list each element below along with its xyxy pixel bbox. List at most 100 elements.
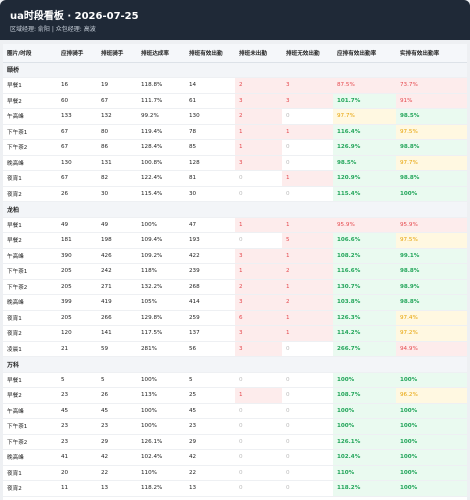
table-container: 圈片/时段 应排骑手 排班骑手 排班达成率 排班有效出勤 排班未出勤 排班无效出勤 应排有效出… — [3, 44, 467, 500]
cell: 205 — [57, 263, 97, 280]
cell: 下午茶1 — [3, 124, 57, 140]
cell: 119.4% — [137, 124, 185, 140]
cell: 0 — [235, 232, 282, 249]
data-row: 夜宵2 11 13 118.2% 13 0 0 118.2% 100% — [3, 480, 467, 497]
cell: 42 — [97, 449, 137, 466]
data-row: 早餐2 60 67 111.7% 61 3 3 101.7% 91% — [3, 93, 467, 109]
cell: 181 — [57, 232, 97, 249]
group-name: 颐桥 — [3, 62, 467, 78]
cell: 0 — [282, 341, 333, 357]
cell: 1 — [282, 124, 333, 140]
cell: 3 — [235, 155, 282, 171]
cell: 56 — [185, 341, 235, 357]
data-row: 下午茶2 205 271 132.2% 268 2 1 130.7% 98.9% — [3, 279, 467, 295]
cell: 99.2% — [137, 108, 185, 125]
cell: 126.1% — [137, 434, 185, 450]
column-header: 排班无效出勤 — [282, 44, 333, 63]
cell: 80 — [97, 124, 137, 140]
cell: 14 — [185, 77, 235, 94]
data-row: 下午茶2 23 29 126.1% 29 0 0 126.1% 100% — [3, 434, 467, 450]
cell: 100% — [396, 434, 467, 450]
data-row: 早餐1 5 5 100% 5 0 0 100% 100% — [3, 372, 467, 388]
cell: 45 — [57, 403, 97, 419]
cell: 91% — [396, 93, 467, 109]
cell: 5 — [185, 372, 235, 388]
cell: 0 — [235, 480, 282, 497]
cell: 早餐2 — [3, 387, 57, 404]
cell: 120.9% — [333, 170, 396, 187]
cell: 242 — [97, 263, 137, 280]
cell: 3 — [235, 248, 282, 264]
cell: 47 — [185, 217, 235, 233]
cell: 100% — [396, 186, 467, 202]
cell: 0 — [235, 434, 282, 450]
cell: 95.9% — [396, 217, 467, 233]
cell: 1 — [235, 387, 282, 404]
cell: 98.5% — [333, 155, 396, 171]
cell: 0 — [282, 465, 333, 481]
cell: 20 — [57, 465, 97, 481]
cell: 30 — [185, 186, 235, 202]
cell: 87.5% — [333, 77, 396, 94]
cell: 67 — [97, 93, 137, 109]
cell: 266 — [97, 310, 137, 326]
cell: 26 — [57, 186, 97, 202]
cell: 13 — [97, 480, 137, 497]
data-row: 凌晨1 21 59 281% 56 3 0 266.7% 94.9% — [3, 341, 467, 357]
cell: 2 — [282, 294, 333, 311]
cell: 239 — [185, 263, 235, 280]
cell: 97.5% — [396, 124, 467, 140]
data-row: 夜宵2 120 141 117.5% 137 3 1 114.2% 97.2% — [3, 325, 467, 342]
cell: 100% — [333, 372, 396, 388]
cell: 122.4% — [137, 170, 185, 187]
cell: 0 — [282, 108, 333, 125]
column-header: 排班有效出勤 — [185, 44, 235, 63]
cell: 102.4% — [333, 449, 396, 466]
cell: 晚高峰 — [3, 449, 57, 466]
cell: 198 — [97, 232, 137, 249]
cell: 115.4% — [333, 186, 396, 202]
data-row: 下午茶1 23 23 100% 23 0 0 100% 100% — [3, 418, 467, 435]
group-row: 龙柏 — [3, 201, 467, 218]
cell: 106.6% — [333, 232, 396, 249]
cell: 128.4% — [137, 139, 185, 156]
cell: 夜宵2 — [3, 325, 57, 342]
cell: 1 — [282, 310, 333, 326]
cell: 夜宵1 — [3, 310, 57, 326]
cell: 早餐1 — [3, 217, 57, 233]
cell: 下午茶1 — [3, 263, 57, 280]
group-row: 万科 — [3, 356, 467, 373]
cell: 118.2% — [137, 480, 185, 497]
cell: 夜宵1 — [3, 465, 57, 481]
cell: 1 — [235, 124, 282, 140]
cell: 22 — [185, 465, 235, 481]
cell: 1 — [282, 217, 333, 233]
data-row: 早餐2 23 26 113% 25 1 0 108.7% 96.2% — [3, 387, 467, 404]
header: ua时段看板 · 2026-07-25 区域经理: 俞阳 | 众包经理: 高波 — [0, 0, 470, 40]
cell: 23 — [57, 418, 97, 435]
cell: 100% — [396, 418, 467, 435]
cell: 266.7% — [333, 341, 396, 357]
cell: 3 — [235, 294, 282, 311]
cell: 126.3% — [333, 310, 396, 326]
cell: 0 — [282, 418, 333, 435]
cell: 118% — [137, 263, 185, 280]
cell: 268 — [185, 279, 235, 295]
cell: 118.8% — [137, 77, 185, 94]
title: ua时段看板 · 2026-07-25 — [10, 11, 139, 22]
cell: 45 — [185, 403, 235, 419]
cell: 早餐2 — [3, 232, 57, 249]
column-header: 排班达成率 — [137, 44, 185, 63]
cell: 早餐1 — [3, 77, 57, 94]
cell: 130 — [57, 155, 97, 171]
cell: 100% — [333, 418, 396, 435]
cell: 115.4% — [137, 186, 185, 202]
data-row: 早餐1 49 49 100% 47 1 1 95.9% 95.9% — [3, 217, 467, 233]
cell: 110% — [137, 465, 185, 481]
cell: 3 — [235, 341, 282, 357]
cell: 42 — [185, 449, 235, 466]
cell: 23 — [185, 418, 235, 435]
cell: 0 — [282, 449, 333, 466]
cell: 0 — [282, 186, 333, 202]
cell: 49 — [97, 217, 137, 233]
